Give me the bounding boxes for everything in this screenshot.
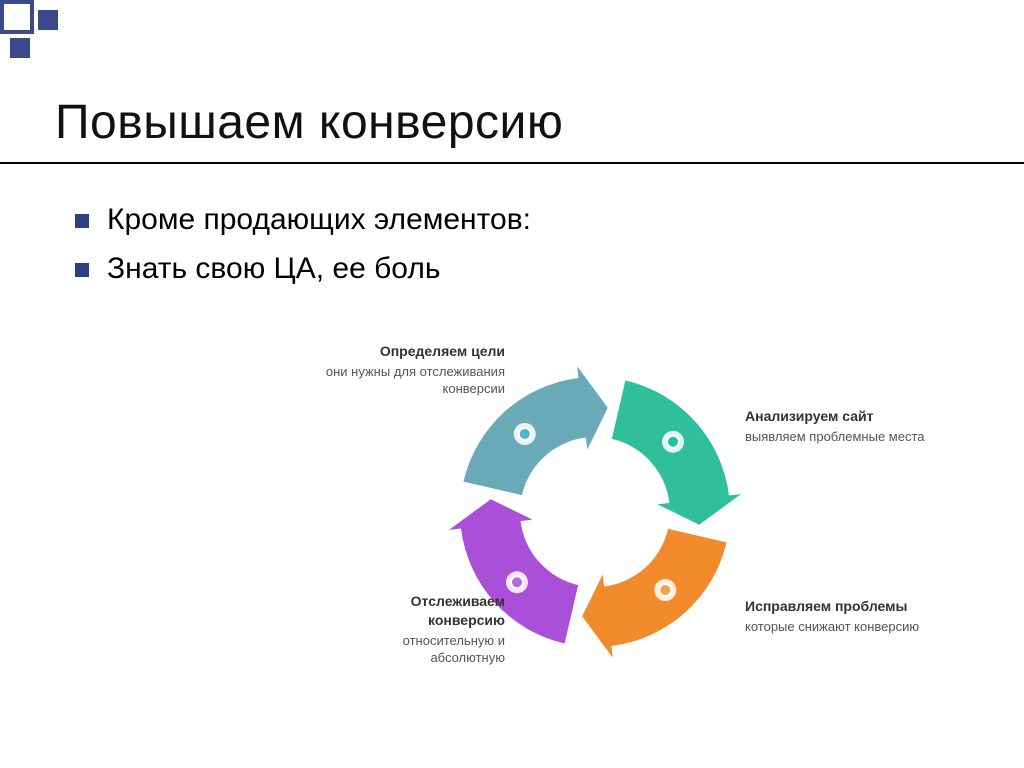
cycle-dot-fix [654,579,676,601]
segment-title: Анализируем сайт [745,407,945,426]
cycle-dot-goals [514,423,536,445]
deco-square-outline [0,0,34,34]
bullet-marker [75,263,89,277]
segment-label-goals: Определяем цели они нужны для отслеживан… [305,342,505,398]
bullet-text: Знать свою ЦА, ее боль [107,249,440,290]
page-title: Повышаем конверсию [55,95,563,150]
bullet-list: Кроме продающих элементов: Знать свою ЦА… [75,200,975,297]
cycle-segment-fix [582,529,726,658]
template-corner-decoration [0,0,140,60]
segment-subtitle: которые снижают конверсию [745,618,945,636]
segment-label-fix: Исправляем проблемы которые снижают конв… [745,597,945,635]
cycle-dot-track [506,571,528,593]
segment-label-track: Отслеживаем конверсию относительную и аб… [335,592,505,667]
cycle-diagram: Определяем цели они нужны для отслеживан… [295,312,955,702]
segment-subtitle: относительную и абсолютную [335,632,505,667]
segment-subtitle: выявляем проблемные места [745,428,945,446]
segment-title: Исправляем проблемы [745,597,945,616]
bullet-item: Знать свою ЦА, ее боль [75,249,975,290]
segment-subtitle: они нужны для отслеживания конверсии [305,363,505,398]
segment-title: Определяем цели [305,342,505,361]
cycle-dot-analyze [662,431,684,453]
segment-title: Отслеживаем конверсию [335,592,505,630]
bullet-text: Кроме продающих элементов: [107,200,531,241]
deco-square-fill-2 [10,38,30,58]
title-underline [0,162,1024,164]
segment-label-analyze: Анализируем сайт выявляем проблемные мес… [745,407,945,445]
deco-square-fill-1 [38,10,58,30]
bullet-item: Кроме продающих элементов: [75,200,975,241]
bullet-marker [75,214,89,228]
cycle-segment-analyze [612,380,741,524]
